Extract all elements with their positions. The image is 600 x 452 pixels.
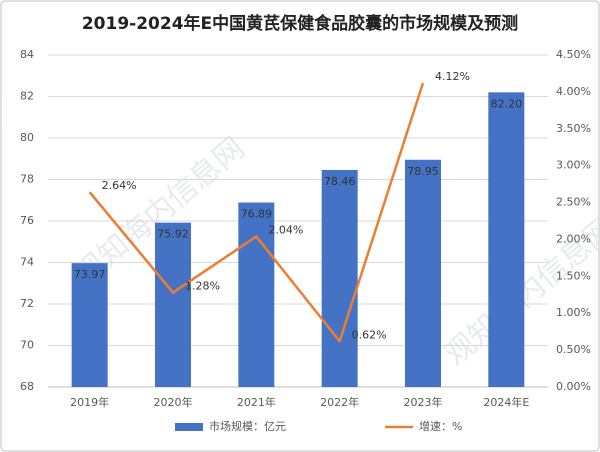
data-label: 82.20 bbox=[491, 97, 523, 110]
x-tick-label: 2021年 bbox=[237, 395, 276, 409]
x-tick-label: 2020年 bbox=[154, 395, 193, 409]
legend-swatch bbox=[175, 423, 203, 431]
y2-tick-label: 0.00% bbox=[556, 380, 591, 393]
bar bbox=[71, 263, 108, 387]
data-label: 78.46 bbox=[324, 175, 356, 188]
data-label: 1.28% bbox=[185, 280, 220, 293]
data-label: 0.62% bbox=[352, 328, 387, 341]
data-label: 73.97 bbox=[74, 268, 106, 281]
y-tick-label: 72 bbox=[20, 297, 34, 310]
chart-title: 2019-2024年E中国黄芪保健食品胶囊的市场规模及预测 bbox=[82, 13, 518, 34]
bar bbox=[155, 222, 191, 387]
line bbox=[88, 82, 425, 343]
x-tick-label: 2024年E bbox=[483, 395, 529, 409]
y-tick-label: 70 bbox=[20, 339, 34, 352]
y-tick-label: 80 bbox=[20, 131, 34, 144]
y2-tick-label: 1.00% bbox=[556, 306, 591, 319]
data-label: 76.89 bbox=[241, 208, 273, 221]
legend-label: 增速：% bbox=[419, 419, 462, 433]
x-tick-label: 2019年 bbox=[70, 395, 109, 409]
y2-tick-label: 0.50% bbox=[556, 343, 591, 356]
y2-tick-label: 4.00% bbox=[556, 85, 591, 98]
y2-tick-label: 2.50% bbox=[556, 196, 591, 209]
y-tick-label: 78 bbox=[20, 173, 34, 186]
data-label: 4.12% bbox=[435, 70, 470, 83]
y-tick-label: 76 bbox=[20, 214, 34, 227]
y-tick-label: 74 bbox=[20, 256, 34, 269]
legend-label: 市场规模：亿元 bbox=[209, 419, 286, 433]
bar bbox=[321, 169, 358, 387]
y-tick-label: 82 bbox=[20, 90, 34, 103]
y2-tick-label: 3.00% bbox=[556, 159, 591, 172]
bar bbox=[405, 159, 441, 387]
y-tick-label: 84 bbox=[20, 48, 34, 61]
y-tick-label: 68 bbox=[20, 380, 34, 393]
bar bbox=[488, 92, 525, 387]
bar bbox=[238, 202, 275, 387]
data-label: 2.04% bbox=[268, 223, 303, 236]
data-label: 75.92 bbox=[157, 228, 189, 241]
data-label: 78.95 bbox=[407, 165, 439, 178]
y2-tick-label: 2.00% bbox=[556, 232, 591, 245]
y2-tick-label: 4.50% bbox=[556, 48, 591, 61]
y2-tick-label: 1.50% bbox=[556, 269, 591, 282]
y2-tick-label: 3.50% bbox=[556, 122, 591, 135]
data-label: 2.64% bbox=[102, 179, 137, 192]
x-tick-label: 2023年 bbox=[404, 395, 443, 409]
x-tick-label: 2022年 bbox=[320, 395, 359, 409]
